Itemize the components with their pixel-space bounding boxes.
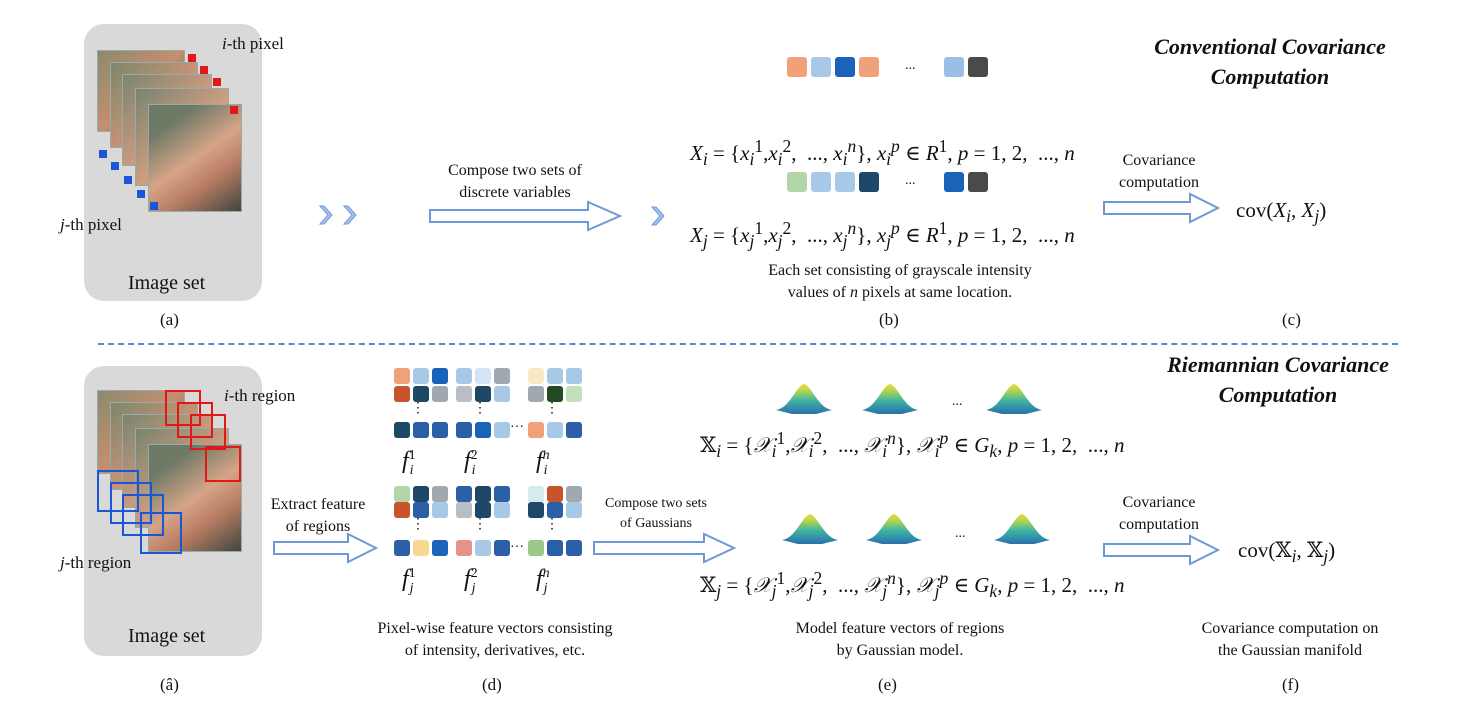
caption-b-line2: values of n pixels at same location. (787, 284, 1013, 301)
ellipsis: ... (952, 394, 963, 409)
ellipsis: ... (955, 526, 966, 541)
feature-label-f-j-1: f1j (402, 566, 416, 596)
extract-text-line2: of regions (285, 518, 351, 535)
j-th-region-label: j-th region (60, 553, 132, 572)
i-th-pixel-label: i-th pixel (222, 34, 284, 53)
cov-text-top-line1: Covariance (1122, 152, 1196, 169)
formula-gaussian-i: 𝕏i = {𝒳i1,𝒳i2, ..., 𝒳in}, 𝒳ip ∈ Gk, p = … (700, 428, 1125, 462)
heading-riemannian: Riemannian Covariance Computation (1118, 350, 1438, 410)
gaussian-icon (986, 384, 1042, 414)
ellipsis: ... (905, 58, 916, 73)
feature-label-f-j-n: fnj (536, 566, 550, 596)
heading-conventional-line2: Computation (1210, 64, 1330, 89)
extract-text-line1: Extract feature (270, 496, 366, 513)
compose-gaussians-line1: Compose two sets (605, 496, 707, 511)
caption-b: Each set consisting of grayscale intensi… (700, 260, 1100, 304)
gaussian-icon (776, 384, 832, 414)
caption-b-line1: Each set consisting of grayscale intensi… (768, 262, 1032, 279)
panel-label-f: (f) (1282, 675, 1299, 694)
j-th-pixel-label: j-th pixel (60, 215, 122, 234)
heading-riemannian-line2: Computation (1218, 382, 1338, 407)
caption-f-line2: the Gaussian manifold (1218, 642, 1362, 659)
formula-x-j: Xj = {xj1,xj2, ..., xjn}, xjp ∈ R1, p = … (690, 218, 1075, 252)
section-divider (98, 343, 1398, 345)
feature-label-f-i-n: fni (536, 448, 550, 478)
feature-label-f-j-2: f2j (464, 566, 478, 596)
cov-computation-text-top: Covariance computation (1104, 150, 1214, 194)
compose-gaussians-line2: of Gaussians (620, 516, 692, 531)
compose-discrete-text: Compose two sets of discrete variables (430, 160, 600, 204)
ellipsis: ... (905, 173, 916, 188)
caption-f: Covariance computation on the Gaussian m… (1170, 618, 1410, 662)
compose-discrete-arrow (429, 200, 623, 232)
gaussian-icon (782, 514, 838, 544)
panel-label-c: (c) (1282, 310, 1301, 329)
caption-e: Model feature vectors of regions by Gaus… (760, 618, 1040, 662)
caption-f-line1: Covariance computation on (1201, 620, 1379, 637)
cov-computation-text-bottom: Covariance computation (1104, 492, 1214, 536)
gaussian-icon (862, 384, 918, 414)
feature-label-f-i-2: f2i (464, 448, 478, 478)
formula-x-i: Xi = {xi1,xi2, ..., xin}, xip ∈ R1, p = … (690, 136, 1075, 170)
panel-label-b: (b) (879, 310, 899, 329)
heading-conventional-line1: Conventional Covariance (1154, 34, 1386, 59)
formula-gaussian-j: 𝕏j = {𝒳j1,𝒳j2, ..., 𝒳jn}, 𝒳jp ∈ Gk, p = … (700, 568, 1125, 602)
caption-e-line2: by Gaussian model. (836, 642, 964, 659)
heading-conventional: Conventional Covariance Computation (1110, 32, 1430, 92)
cov-computation-arrow-top (1103, 192, 1221, 224)
heading-riemannian-line1: Riemannian Covariance (1167, 352, 1389, 377)
caption-d-line1: Pixel-wise feature vectors consisting (377, 620, 613, 637)
extract-feature-text: Extract feature of regions (258, 494, 378, 538)
caption-e-line1: Model feature vectors of regions (795, 620, 1005, 637)
caption-d-line2: of intensity, derivatives, etc. (404, 642, 586, 659)
caption-d: Pixel-wise feature vectors consisting of… (330, 618, 660, 662)
compose-discrete-line1: Compose two sets of (448, 162, 582, 179)
chevron-icon-top (650, 206, 665, 226)
gaussian-icon (994, 514, 1050, 544)
panel-label-e: (e) (878, 675, 897, 694)
i-th-region-label: i-th region (224, 386, 296, 405)
cov-text-top-line2: computation (1119, 174, 1199, 191)
cov-computation-arrow-bottom (1103, 534, 1221, 566)
compose-gaussians-arrow (593, 532, 737, 564)
double-chevron-icon-top (318, 205, 357, 225)
image-set-label-top: Image set (128, 272, 206, 294)
image-set-label-bottom: Image set (128, 625, 206, 647)
panel-label-d: (d) (482, 675, 502, 694)
compose-gaussians-text: Compose two sets of Gaussians (592, 494, 720, 534)
cov-result-top: cov(Xi, Xj) (1236, 198, 1327, 227)
gaussian-icon (866, 514, 922, 544)
panel-label-a: (a) (160, 310, 179, 329)
cov-result-bottom: cov(𝕏i, 𝕏j) (1238, 538, 1336, 567)
cov-text-bottom-line1: Covariance (1122, 494, 1196, 511)
cov-text-bottom-line2: computation (1119, 516, 1199, 533)
extract-feature-arrow (273, 532, 379, 564)
feature-label-f-i-1: f1i (402, 448, 416, 478)
panel-label-a2: (â) (160, 675, 179, 694)
compose-discrete-line2: discrete variables (459, 184, 571, 201)
